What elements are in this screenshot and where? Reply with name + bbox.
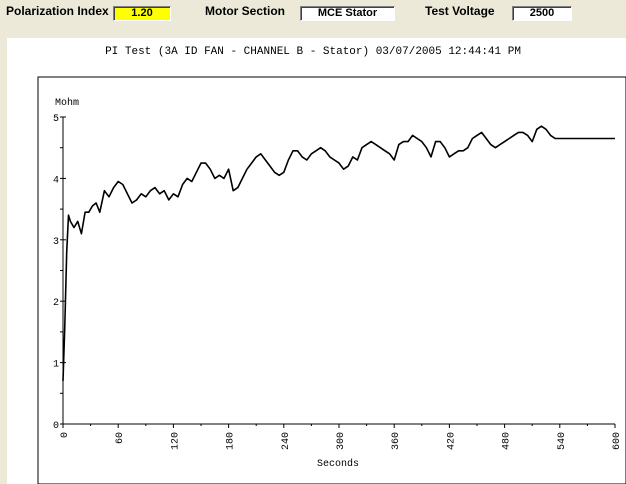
x-tick-label: 420 [446,432,457,450]
x-tick-label: 180 [226,432,237,450]
chart-title: PI Test (3A ID FAN - CHANNEL B - Stator)… [105,46,521,58]
y-tick-label: 1 [53,360,59,371]
y-tick-label: 3 [53,237,59,248]
plot-area-frame [37,76,626,484]
x-tick-label: 60 [115,432,126,444]
x-tick-label: 360 [391,432,402,450]
x-tick-label: 120 [170,432,181,450]
x-tick-label: 300 [336,432,347,450]
x-tick-label: 600 [612,432,623,450]
y-tick-label: 0 [53,421,59,432]
y-axis-label: Mohm [55,97,79,109]
motor-section-label: Motor Section [205,4,285,18]
motor-section-field[interactable]: MCE Stator [300,6,395,21]
polarization-index-label: Polarization Index [6,4,109,18]
x-tick-label: 540 [557,432,568,450]
y-tick-label: 2 [53,298,59,309]
y-tick-label: 5 [53,114,59,125]
resistance-series-line [62,125,615,382]
test-voltage-label: Test Voltage [425,4,495,18]
polarization-index-field[interactable]: 1.20 [113,6,171,21]
x-tick-label: 480 [502,432,513,450]
x-tick-label: 240 [281,432,292,450]
x-tick-label: 0 [60,432,71,438]
test-voltage-field[interactable]: 2500 [512,6,572,21]
y-tick-label: 4 [53,175,59,186]
x-axis-label: Seconds [317,458,359,470]
chart-panel [7,38,626,484]
